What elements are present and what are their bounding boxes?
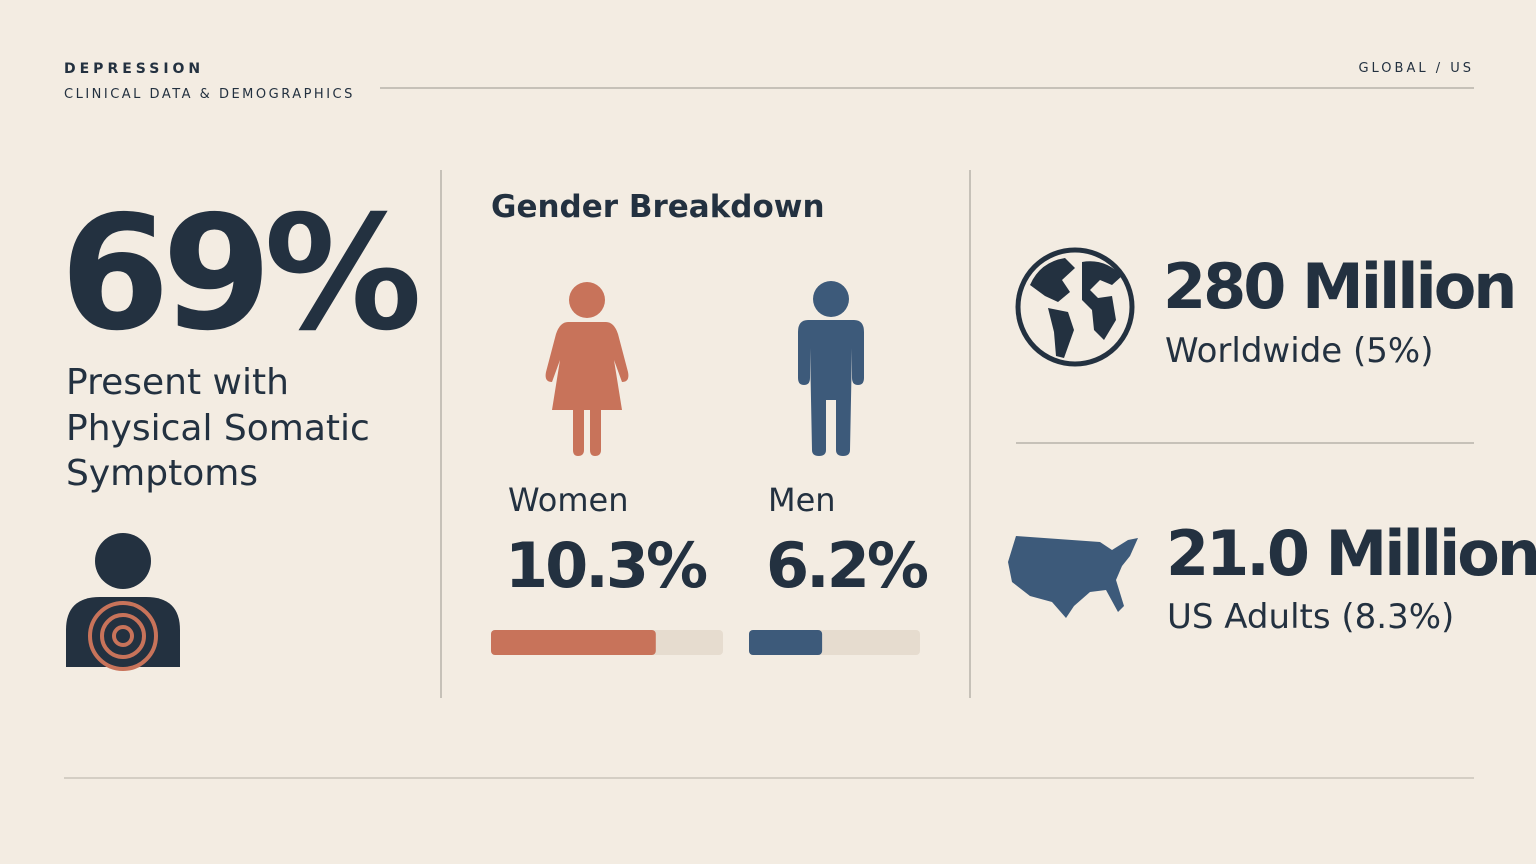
group-value: 6.2% [766,529,928,602]
somatic-stat: 69% [60,182,418,366]
somatic-line: Physical Somatic [66,408,370,449]
prevalence-label: US Adults (8.3%) [1167,597,1454,637]
somatic-line: Symptoms [66,453,258,494]
group-name: Men [768,481,836,519]
group-name: Women [508,481,628,519]
scope: GLOBAL / US [1358,61,1474,76]
prevalence-stat: 21.0 Million [1166,517,1536,590]
bar [491,630,656,655]
man-icon [798,281,864,456]
prevalence-label: Worldwide (5%) [1165,331,1433,371]
group-value: 10.3% [505,529,707,602]
globe-icon [1015,247,1135,367]
gender-title: Gender Breakdown [491,189,825,225]
woman-icon [545,282,629,456]
prevalence-stat: 280 Million [1163,250,1514,323]
title: DEPRESSION [64,61,204,77]
bar [749,630,823,655]
us-map-icon [1008,536,1138,618]
somatic-line: Present with [66,362,289,403]
somatic-icon [66,533,180,671]
subtitle: CLINICAL DATA & DEMOGRAPHICS [64,87,355,102]
